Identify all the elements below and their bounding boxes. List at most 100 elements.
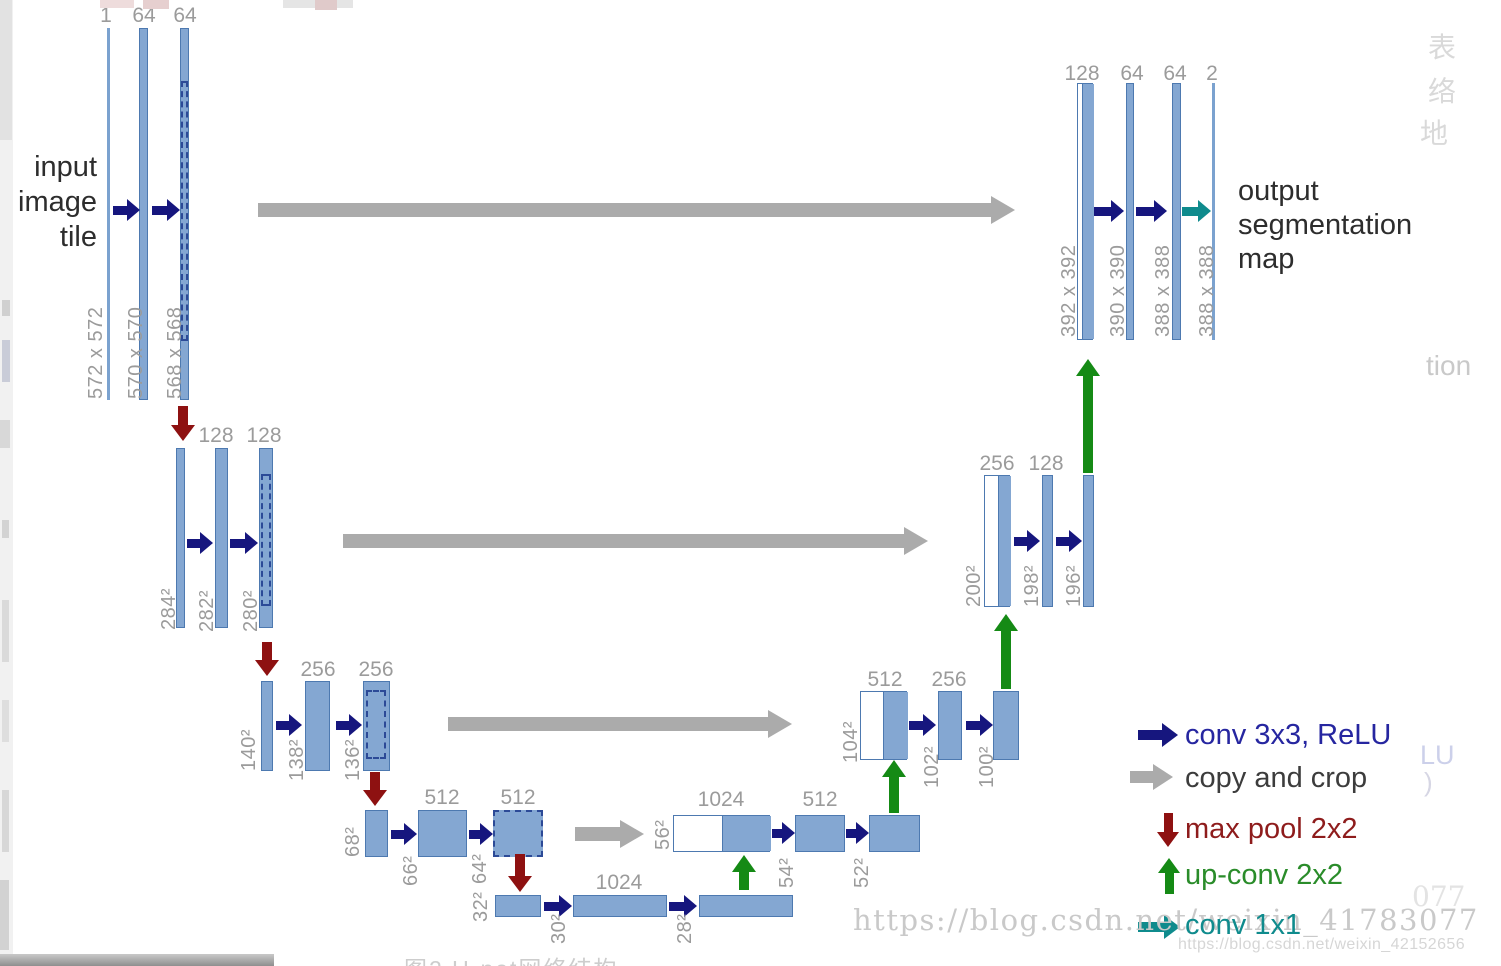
arrow-head <box>991 196 1015 224</box>
watermark-ghost-077: 077 <box>1412 880 1466 913</box>
arrow-shaft <box>187 538 203 548</box>
max-pool-arrow <box>171 406 195 441</box>
feature-map-bar <box>573 895 667 917</box>
feature-map-bar <box>365 810 388 857</box>
arrow-head <box>167 199 180 221</box>
channel-count-label: 128 <box>1028 452 1064 475</box>
copy-crop-arrow <box>448 710 792 738</box>
arrow-shaft <box>391 829 407 839</box>
size-label: 198² <box>1021 564 1043 607</box>
arrow-shaft <box>113 205 130 215</box>
figure-caption: 图2 U-net网络结构 <box>404 950 618 966</box>
up-conv-arrow <box>882 760 906 813</box>
feature-map-bar <box>869 815 920 852</box>
input-image-tile-label: input image tile <box>4 150 97 255</box>
arrow-shaft <box>262 642 272 662</box>
arrow-shaft <box>1094 206 1114 216</box>
arrow-head <box>1111 200 1124 222</box>
feature-map-bar <box>176 448 185 628</box>
legend-upconv-arrow-icon <box>1158 858 1180 894</box>
arrow-head <box>480 823 493 845</box>
arrow-head <box>1198 200 1211 222</box>
faded-side-text-tion: tion <box>1426 350 1472 381</box>
output-label-line-3: map <box>1238 243 1295 275</box>
output-label-line-1: output <box>1238 175 1319 207</box>
edge-artifact <box>2 600 9 662</box>
feature-map-bar <box>860 691 908 760</box>
feature-map-bar <box>261 681 273 771</box>
watermark-url-large: https://blog.csdn.net/weixin_41783077 <box>853 903 1479 937</box>
arrow-shaft <box>515 854 525 878</box>
max-pool-arrow <box>508 854 532 892</box>
feature-map-bar <box>984 475 1011 607</box>
channel-count-label: 128 <box>246 424 282 447</box>
size-label: 102² <box>921 745 943 788</box>
feature-map-bar <box>305 681 330 771</box>
conv3x3-arrow <box>1136 200 1167 222</box>
feature-map-bar <box>215 448 228 628</box>
conv3x3-arrow <box>230 532 258 554</box>
channel-count-label: 1 <box>100 4 112 27</box>
conv3x3-arrow <box>391 823 417 845</box>
channel-count-label: 64 <box>173 4 197 27</box>
channel-count-label: 1024 <box>697 788 745 811</box>
channel-count-label: 256 <box>358 658 394 681</box>
arrow-shaft <box>575 827 623 841</box>
arrow-shaft <box>1083 374 1093 473</box>
faded-side-char-3: 地 <box>1420 118 1449 149</box>
channel-count-label: 256 <box>931 668 967 691</box>
arrow-head <box>994 614 1018 631</box>
arrow-head <box>404 823 417 845</box>
concat-feature-half <box>883 692 908 759</box>
arrow-shaft <box>1138 730 1165 740</box>
legend-copy-arrow-icon <box>1130 764 1173 790</box>
max-pool-arrow <box>363 772 387 806</box>
arrow-head <box>732 855 756 872</box>
arrow-shaft <box>1001 629 1011 689</box>
channel-count-label: 128 <box>1064 62 1100 85</box>
arrow-shaft <box>772 828 785 838</box>
size-label: 56² <box>652 819 674 850</box>
arrow-head <box>1162 723 1178 747</box>
size-label: 570 x 570 <box>125 306 147 399</box>
arrow-head <box>245 532 258 554</box>
edge-artifact <box>2 790 9 852</box>
arrow-head <box>856 822 869 844</box>
arrow-head <box>1158 858 1180 873</box>
edge-artifact <box>0 0 12 140</box>
crop-region-outline <box>181 81 188 341</box>
channel-count-label: 256 <box>300 658 336 681</box>
feature-map-bar <box>1042 475 1053 607</box>
arrow-head <box>1164 915 1180 939</box>
size-label: 284² <box>158 587 180 630</box>
feature-map-line <box>107 28 110 400</box>
top-edge-smudge <box>143 0 169 9</box>
feature-map-bar <box>1126 83 1134 340</box>
arrow-head <box>904 527 928 555</box>
arrow-head <box>782 822 795 844</box>
size-label: 138² <box>286 738 308 781</box>
size-label: 200² <box>963 564 985 607</box>
feature-map-bar <box>180 28 189 400</box>
conv3x3-arrow <box>846 822 869 844</box>
size-label: 572 x 572 <box>85 306 107 399</box>
edge-artifact <box>2 300 10 316</box>
output-label-line-2: segmentation <box>1238 209 1413 241</box>
channel-count-label: 256 <box>979 452 1015 475</box>
size-label: 64² <box>469 853 491 884</box>
arrow-head <box>171 425 195 441</box>
arrow-head <box>508 876 532 892</box>
feature-map-bar <box>1077 83 1094 340</box>
arrow-shaft <box>230 538 248 548</box>
size-label: 390 x 390 <box>1107 244 1129 337</box>
edge-artifact <box>2 340 10 382</box>
arrow-shaft <box>544 901 562 911</box>
conv3x3-arrow <box>966 714 993 736</box>
conv3x3-arrow <box>469 823 493 845</box>
arrow-shaft <box>1163 813 1173 834</box>
arrow-shaft <box>469 829 483 839</box>
feature-map-bar <box>699 895 793 917</box>
edge-artifact <box>0 420 10 448</box>
